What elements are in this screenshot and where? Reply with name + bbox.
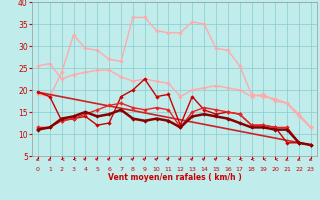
X-axis label: Vent moyen/en rafales ( km/h ): Vent moyen/en rafales ( km/h ): [108, 174, 241, 182]
